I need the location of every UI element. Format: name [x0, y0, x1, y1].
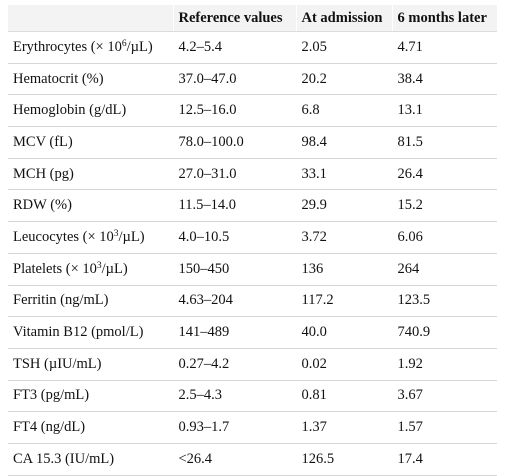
admission-value: 0.02: [295, 348, 392, 381]
reference-value: 37.0–47.0: [172, 63, 296, 96]
parameter-name: MCH (pg): [8, 158, 173, 191]
reference-value: 4.0–10.5: [172, 221, 296, 254]
admission-value: 20.2: [295, 63, 392, 96]
table-row: CA 15.3 (IU/mL) <26.4 126.5 17.4: [8, 443, 497, 476]
parameter-unit: /µL): [118, 228, 145, 245]
reference-value: 150–450: [172, 253, 296, 286]
parameter-name: MCV (fL): [8, 126, 173, 159]
admission-value: 33.1: [295, 158, 392, 191]
header-6-months-later: 6 months later: [391, 5, 497, 32]
six-months-value: 6.06: [391, 221, 497, 254]
reference-value: 78.0–100.0: [172, 126, 296, 159]
admission-value: 136: [295, 253, 392, 286]
admission-value: 98.4: [295, 126, 392, 159]
table-row: Hematocrit (%) 37.0–47.0 20.2 38.4: [8, 63, 497, 96]
parameter-label: MCV (fL): [13, 133, 73, 150]
six-months-value: 3.67: [391, 380, 497, 413]
admission-value: 29.9: [295, 189, 392, 223]
reference-value: 0.27–4.2: [172, 348, 296, 381]
reference-value: 141–489: [172, 316, 296, 349]
parameter-name: CA 15.3 (IU/mL): [8, 443, 173, 476]
admission-value: 1.37: [295, 411, 392, 444]
six-months-value: 26.4: [391, 158, 497, 191]
table-row: Leucocytes (× 103/µL) 4.0–10.5 3.72 6.06: [8, 221, 497, 254]
table-row: Platelets (× 103/µL) 150–450 136 264: [8, 253, 497, 286]
parameter-name: FT3 (pg/mL): [8, 380, 173, 413]
header-at-admission: At admission: [295, 5, 392, 32]
parameter-label: TSH (µIU/mL): [13, 355, 102, 372]
parameter-label: Hematocrit (%): [13, 70, 104, 87]
reference-value: 0.93–1.7: [172, 411, 296, 444]
table-row: FT3 (pg/mL) 2.5–4.3 0.81 3.67: [8, 380, 497, 413]
reference-value: 11.5–14.0: [172, 189, 296, 223]
lab-values-table: Reference values At admission 6 months l…: [8, 5, 497, 476]
parameter-unit: /µL): [126, 38, 153, 55]
six-months-value: 1.92: [391, 348, 497, 381]
reference-value: 4.63–204: [172, 285, 296, 318]
parameter-label: Erythrocytes (× 10: [13, 38, 122, 55]
parameter-label: FT4 (ng/dL): [13, 419, 86, 436]
parameter-name: RDW (%): [8, 189, 173, 223]
six-months-value: 81.5: [391, 126, 497, 159]
six-months-value: 4.71: [391, 31, 497, 64]
parameter-name: Vitamin B12 (pmol/L): [8, 316, 173, 349]
table-row: Ferritin (ng/mL) 4.63–204 117.2 123.5: [8, 285, 497, 318]
parameter-name: Platelets (× 103/µL): [8, 253, 173, 286]
admission-value: 2.05: [295, 31, 392, 64]
parameter-label: RDW (%): [13, 197, 72, 214]
parameter-label: Ferritin (ng/mL): [13, 292, 109, 309]
reference-value: 2.5–4.3: [172, 380, 296, 413]
admission-value: 3.72: [295, 221, 392, 254]
six-months-value: 13.1: [391, 94, 497, 128]
parameter-name: Hematocrit (%): [8, 63, 173, 96]
parameter-label: FT3 (pg/mL): [13, 387, 90, 404]
parameter-name: Leucocytes (× 103/µL): [8, 221, 173, 254]
table-header-row: Reference values At admission 6 months l…: [8, 5, 497, 32]
parameter-name: Ferritin (ng/mL): [8, 285, 173, 318]
table-row: Erythrocytes (× 106/µL) 4.2–5.4 2.05 4.71: [8, 31, 497, 64]
six-months-value: 740.9: [391, 316, 497, 349]
admission-value: 117.2: [295, 285, 392, 318]
six-months-value: 15.2: [391, 189, 497, 223]
table-row: MCH (pg) 27.0–31.0 33.1 26.4: [8, 158, 497, 191]
parameter-name: TSH (µIU/mL): [8, 348, 173, 381]
parameter-label: Hemoglobin (g/dL): [13, 102, 127, 119]
reference-value: 27.0–31.0: [172, 158, 296, 191]
table-row: MCV (fL) 78.0–100.0 98.4 81.5: [8, 126, 497, 159]
admission-value: 6.8: [295, 94, 392, 128]
parameter-label: CA 15.3 (IU/mL): [13, 450, 115, 467]
parameter-label: Leucocytes (× 10: [13, 228, 114, 245]
reference-value: 12.5–16.0: [172, 94, 296, 128]
table-row: Hemoglobin (g/dL) 12.5–16.0 6.8 13.1: [8, 94, 497, 128]
parameter-name: Erythrocytes (× 106/µL): [8, 31, 173, 64]
parameter-unit: /µL): [101, 260, 128, 277]
six-months-value: 264: [391, 253, 497, 286]
six-months-value: 1.57: [391, 411, 497, 444]
parameter-label: Platelets (× 10: [13, 260, 97, 277]
reference-value: <26.4: [172, 443, 296, 476]
parameter-label: MCH (pg): [13, 165, 74, 182]
table-row: FT4 (ng/dL) 0.93–1.7 1.37 1.57: [8, 411, 497, 444]
header-parameter: [8, 5, 173, 32]
six-months-value: 123.5: [391, 285, 497, 318]
parameter-exponent: 3: [113, 228, 119, 239]
table-row: Vitamin B12 (pmol/L) 141–489 40.0 740.9: [8, 316, 497, 349]
table-row: TSH (µIU/mL) 0.27–4.2 0.02 1.92: [8, 348, 497, 381]
reference-value: 4.2–5.4: [172, 31, 296, 64]
table-row: RDW (%) 11.5–14.0 29.9 15.2: [8, 189, 497, 223]
parameter-label: Vitamin B12 (pmol/L): [13, 324, 144, 341]
six-months-value: 38.4: [391, 63, 497, 96]
parameter-name: Hemoglobin (g/dL): [8, 94, 173, 128]
header-reference-values: Reference values: [172, 5, 296, 32]
parameter-exponent: 6: [121, 38, 127, 49]
six-months-value: 17.4: [391, 443, 497, 476]
parameter-name: FT4 (ng/dL): [8, 411, 173, 444]
admission-value: 0.81: [295, 380, 392, 413]
admission-value: 126.5: [295, 443, 392, 476]
admission-value: 40.0: [295, 316, 392, 349]
parameter-exponent: 3: [96, 260, 102, 271]
